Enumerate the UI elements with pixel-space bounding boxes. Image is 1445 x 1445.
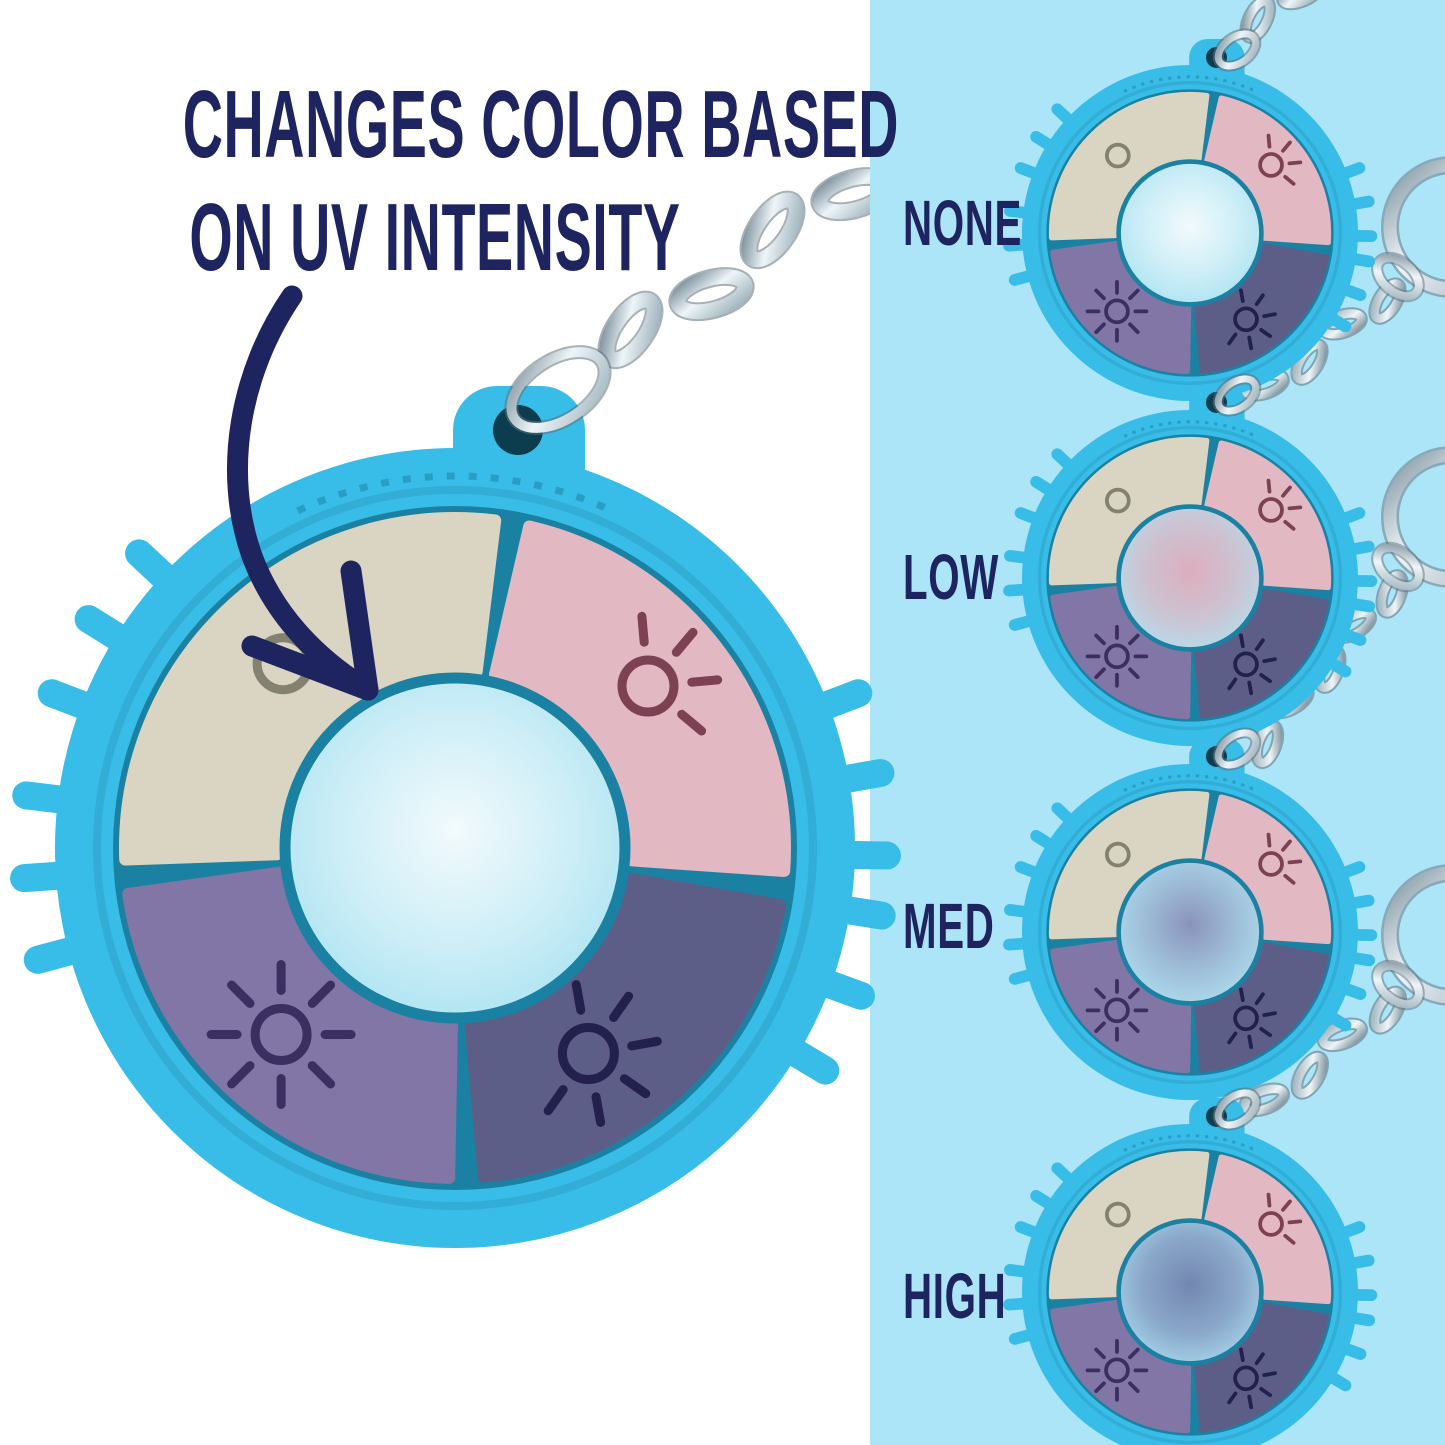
- segment: [1050, 939, 1192, 1074]
- uv-low-icon: [1258, 133, 1303, 186]
- uv-med-icon: [1227, 1347, 1277, 1410]
- jump-ring-none: [1212, 28, 1262, 72]
- segment: [489, 520, 791, 877]
- uv-level-label-low: LOW: [903, 541, 999, 613]
- uv-high-icon: [206, 960, 356, 1109]
- molded-ridge: [1037, 80, 1343, 386]
- jump-ring-med: [1212, 727, 1262, 771]
- keychain-pendant-large: [10, 386, 901, 1248]
- segment: [1193, 243, 1330, 374]
- uv-med-icon: [543, 980, 662, 1127]
- uv-high-icon: [1085, 1339, 1149, 1402]
- segment: [1048, 790, 1210, 940]
- segment: [122, 866, 458, 1184]
- uv-none-icon: [1104, 487, 1131, 514]
- uv-none-icon: [1104, 1201, 1131, 1228]
- uv-med-icon: [1227, 633, 1277, 696]
- keychain-pendant-high: [1003, 1097, 1378, 1445]
- molded-ridge: [1037, 425, 1343, 731]
- headline-line-2: ON UV INTENSITY: [189, 184, 681, 291]
- segment: [1050, 1299, 1192, 1434]
- chain-ring3-to-high: [1238, 985, 1407, 1118]
- headline: CHANGES COLOR BASED ON UV INTENSITY: [0, 68, 900, 294]
- uv-high-icon: [1085, 625, 1149, 688]
- large-keychain-chain: [597, 167, 870, 370]
- uv-level-label-none: NONE: [903, 187, 1023, 259]
- uv-med-icon: [1227, 987, 1277, 1050]
- segment: [1048, 1150, 1210, 1300]
- uv-low-icon: [1258, 478, 1303, 531]
- uv-indicator-center-low: [1116, 504, 1264, 652]
- uv-med-icon: [1227, 288, 1277, 351]
- annotation-arrow: [227, 285, 379, 701]
- segment: [1193, 588, 1330, 719]
- arrow-head-top-wing: [340, 560, 379, 701]
- keychain-pendant-med: [1003, 737, 1378, 1100]
- uv-none-icon: [1104, 841, 1131, 868]
- uv-level-label-high: HIGH: [903, 1260, 1007, 1332]
- large-jump-ring: [504, 345, 612, 435]
- uv-low-icon: [617, 611, 723, 736]
- keyring-2: [1371, 446, 1445, 593]
- uv-low-icon: [1258, 1192, 1303, 1245]
- segment: [1204, 95, 1332, 246]
- segment: [1050, 240, 1192, 375]
- segment: [1204, 794, 1332, 945]
- keychain-pendant-none: [1003, 38, 1378, 401]
- segment: [1050, 585, 1192, 720]
- jump-ring-low: [1212, 373, 1262, 417]
- large-keychain-chain-clip: [597, 167, 870, 370]
- uv-indicator-center-none: [1116, 159, 1264, 307]
- segment: [464, 872, 786, 1183]
- uv-indicator-center-med: [1116, 858, 1264, 1006]
- arrow-head-left-wing: [241, 635, 379, 701]
- segment: [1048, 91, 1210, 241]
- keyring-3: [1371, 864, 1445, 1011]
- segment: [1204, 1154, 1332, 1305]
- molded-ridge: [1037, 1139, 1343, 1445]
- keychain-pendant-low: [1003, 383, 1378, 746]
- uv-indicator-center-none: [279, 672, 631, 1024]
- keyring-1: [1371, 156, 1445, 303]
- uv-low-icon: [1258, 832, 1303, 885]
- segment: [1193, 942, 1330, 1073]
- headline-line-1: CHANGES COLOR BASED: [182, 71, 900, 178]
- jump-ring-high: [1212, 1087, 1262, 1131]
- molded-ridge: [1037, 779, 1343, 1085]
- arrow-shaft: [227, 285, 379, 701]
- segment: [1048, 436, 1210, 586]
- segment: [1204, 440, 1332, 591]
- molded-ridge: [93, 486, 817, 1210]
- uv-high-icon: [1085, 280, 1149, 343]
- uv-none-icon: [1104, 142, 1131, 169]
- uv-level-label-med: MED: [903, 890, 995, 962]
- uv-high-icon: [1085, 979, 1149, 1042]
- segment: [1193, 1302, 1330, 1433]
- uv-indicator-center-high: [1116, 1218, 1264, 1366]
